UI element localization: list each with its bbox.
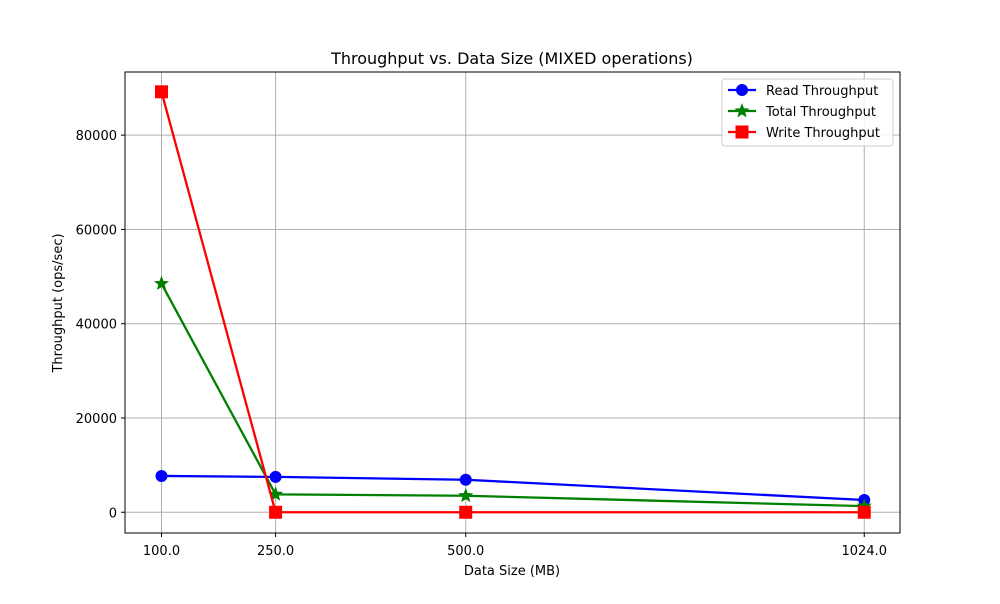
legend-label: Read Throughput <box>766 84 878 99</box>
y-tick-label: 0 <box>109 506 117 521</box>
chart-title: Throughput vs. Data Size (MIXED operatio… <box>330 49 693 68</box>
legend-write-throughput-marker <box>735 125 749 139</box>
x-tick-label: 500.0 <box>447 544 484 559</box>
y-tick-label: 20000 <box>76 412 117 427</box>
write-throughput-point <box>857 505 871 519</box>
legend: Read Throughput Total Throughput Write Thr… <box>721 78 894 147</box>
total-throughput-point <box>154 275 170 291</box>
read-throughput-point <box>459 473 472 486</box>
total-throughput-line <box>160 283 865 508</box>
x-axis-ticks: 100.0 250.0 500.0 1024.0 <box>143 533 887 559</box>
read-throughput-point <box>269 470 282 483</box>
x-tick-label: 250.0 <box>257 544 294 559</box>
write-throughput-line <box>160 91 865 514</box>
write-throughput-point <box>155 85 169 99</box>
legend-label: Total Throughput <box>765 105 876 120</box>
legend-label: Write Throughput <box>766 126 880 141</box>
x-axis-label: Data Size (MB) <box>464 564 560 579</box>
plot-frame <box>124 71 901 534</box>
series-layer <box>154 85 872 519</box>
read-throughput-point <box>155 469 168 482</box>
y-axis-ticks: 0 20000 40000 60000 80000 <box>76 129 125 521</box>
y-tick-label: 60000 <box>76 223 117 238</box>
write-throughput-point <box>459 505 473 519</box>
write-throughput-series <box>155 85 871 519</box>
write-throughput-point <box>269 505 283 519</box>
legend-box <box>721 78 894 147</box>
y-axis-label: Throughput (ops/sec) <box>51 233 66 373</box>
legend-read-throughput-marker <box>736 84 748 96</box>
read-throughput-line <box>161 474 865 502</box>
total-throughput-point <box>458 487 474 503</box>
x-tick-label: 100.0 <box>143 544 180 559</box>
read-throughput-series <box>155 469 871 507</box>
y-tick-label: 40000 <box>76 318 117 333</box>
legend-total-throughput-marker <box>734 103 750 118</box>
x-tick-label: 1024.0 <box>842 544 888 559</box>
y-tick-label: 80000 <box>76 129 117 144</box>
